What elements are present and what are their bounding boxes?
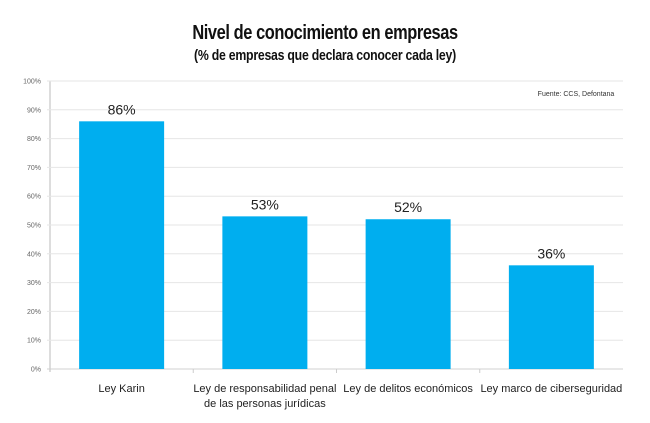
y-tick-label: 60% <box>27 194 41 201</box>
x-tick-label: Ley Karin <box>98 383 144 395</box>
y-tick-label: 10% <box>27 338 41 345</box>
bar <box>79 121 165 369</box>
x-axis-labels: Ley Karin Ley de responsabilidad penal de … <box>98 383 622 410</box>
y-axis-ticks: 0% 10% 20% 30% 40% 50% 60% 70% 80% 90% 100% <box>23 79 41 374</box>
x-tick-label: de las personas jurídicas <box>204 398 326 410</box>
y-tick-label: 80% <box>27 136 41 143</box>
data-label: 52% <box>394 199 422 215</box>
y-tick-label: 40% <box>27 251 41 258</box>
data-label: 53% <box>251 196 279 212</box>
data-labels: 86% 53% 52% 36% <box>108 101 566 261</box>
chart-title: Nivel de conocimiento en empresas <box>192 22 458 44</box>
y-tick-label: 100% <box>23 79 41 86</box>
bar <box>365 219 451 369</box>
bars <box>79 121 594 369</box>
x-tick-label: Ley de responsabilidad penal <box>193 383 336 395</box>
chart-subtitle: (% de empresas que declara conocer cada … <box>194 47 456 64</box>
source-note: Fuente: CCS, Defontana <box>538 91 615 98</box>
y-tick-label: 90% <box>27 107 41 114</box>
x-tick-label: Ley marco de ciberseguridad <box>480 383 622 395</box>
y-tick-label: 0% <box>31 367 41 374</box>
y-tick-label: 30% <box>27 280 41 287</box>
data-label: 36% <box>537 245 565 261</box>
bar <box>508 265 594 369</box>
data-label: 86% <box>108 101 136 117</box>
x-tick-label: Ley de delitos económicos <box>343 383 473 395</box>
bar <box>222 216 308 369</box>
y-tick-label: 20% <box>27 309 41 316</box>
y-tick-label: 70% <box>27 165 41 172</box>
y-tick-label: 50% <box>27 223 41 230</box>
